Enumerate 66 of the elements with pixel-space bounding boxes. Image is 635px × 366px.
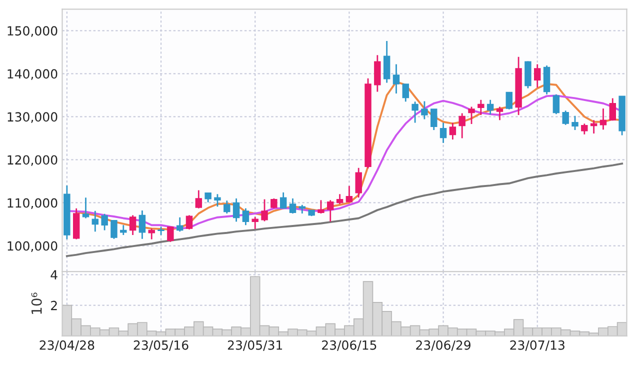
candlestick [270, 198, 278, 210]
candlestick [327, 199, 334, 222]
candlestick [421, 100, 428, 120]
candlestick [242, 208, 250, 226]
y-tick-label: 130,000 [8, 112, 58, 123]
candlestick [346, 185, 353, 204]
candlestick [129, 214, 136, 236]
candlestick [167, 226, 174, 243]
y-tick-label: 4 [50, 270, 58, 280]
y-tick-label: 110,000 [8, 198, 58, 209]
candlestick [232, 198, 240, 222]
candlestick [101, 213, 108, 231]
candlestick [562, 110, 569, 126]
candlestick [486, 99, 494, 116]
y-tick-label: 120,000 [8, 155, 58, 166]
candlestick [280, 192, 287, 210]
candlestick [186, 214, 193, 230]
candlestick [355, 167, 362, 198]
y-tick-label: 100,000 [8, 241, 58, 252]
candlestick [195, 190, 202, 210]
y-tick-label: 2 [51, 300, 57, 310]
x-tick-label: 23/05/31 [228, 340, 282, 351]
x-tick-label: 23/06/29 [416, 340, 470, 351]
candlestick [176, 216, 184, 232]
candlestick [412, 100, 418, 124]
candlestick [252, 216, 258, 230]
candlestick [449, 122, 456, 140]
candlestick [534, 64, 541, 88]
candlestick [120, 224, 127, 236]
candlestick [204, 192, 212, 204]
candlestick [318, 199, 324, 214]
candlestick [600, 108, 607, 130]
candlestick [458, 112, 466, 139]
candlestick [214, 193, 221, 208]
candlestick [402, 83, 410, 102]
candlestick [82, 196, 90, 219]
candlestick [374, 54, 381, 92]
candlestick [581, 122, 588, 136]
candlestick [430, 108, 438, 131]
candlestick [148, 228, 155, 240]
candlestick [572, 115, 578, 131]
candlestick [496, 106, 504, 121]
candlestick [590, 119, 598, 134]
candlestick [336, 193, 344, 205]
candlestick [506, 91, 512, 110]
x-tick-label: 23/07/13 [510, 340, 564, 351]
candlestick [383, 40, 390, 84]
candlestick [468, 106, 475, 125]
candlestick [440, 122, 447, 144]
y-tick-label: 150,000 [8, 26, 58, 37]
candlestick [552, 94, 560, 115]
x-tick-label: 23/04/28 [40, 340, 94, 351]
x-tick-label: 23/05/16 [134, 340, 188, 351]
candlestick [289, 198, 296, 214]
x-tick-label: 23/06/15 [322, 340, 376, 351]
candlestick [224, 200, 230, 214]
candlestick [92, 210, 99, 232]
y-axis-title: 10⁶ [31, 292, 42, 314]
candlestick [261, 198, 268, 222]
candlestick [110, 220, 118, 240]
candlestick [138, 210, 146, 240]
candlestick [609, 98, 616, 122]
candlestick [478, 99, 484, 116]
y-tick-label: 140,000 [8, 69, 58, 80]
candlestick [392, 64, 400, 94]
line-series [66, 162, 624, 258]
